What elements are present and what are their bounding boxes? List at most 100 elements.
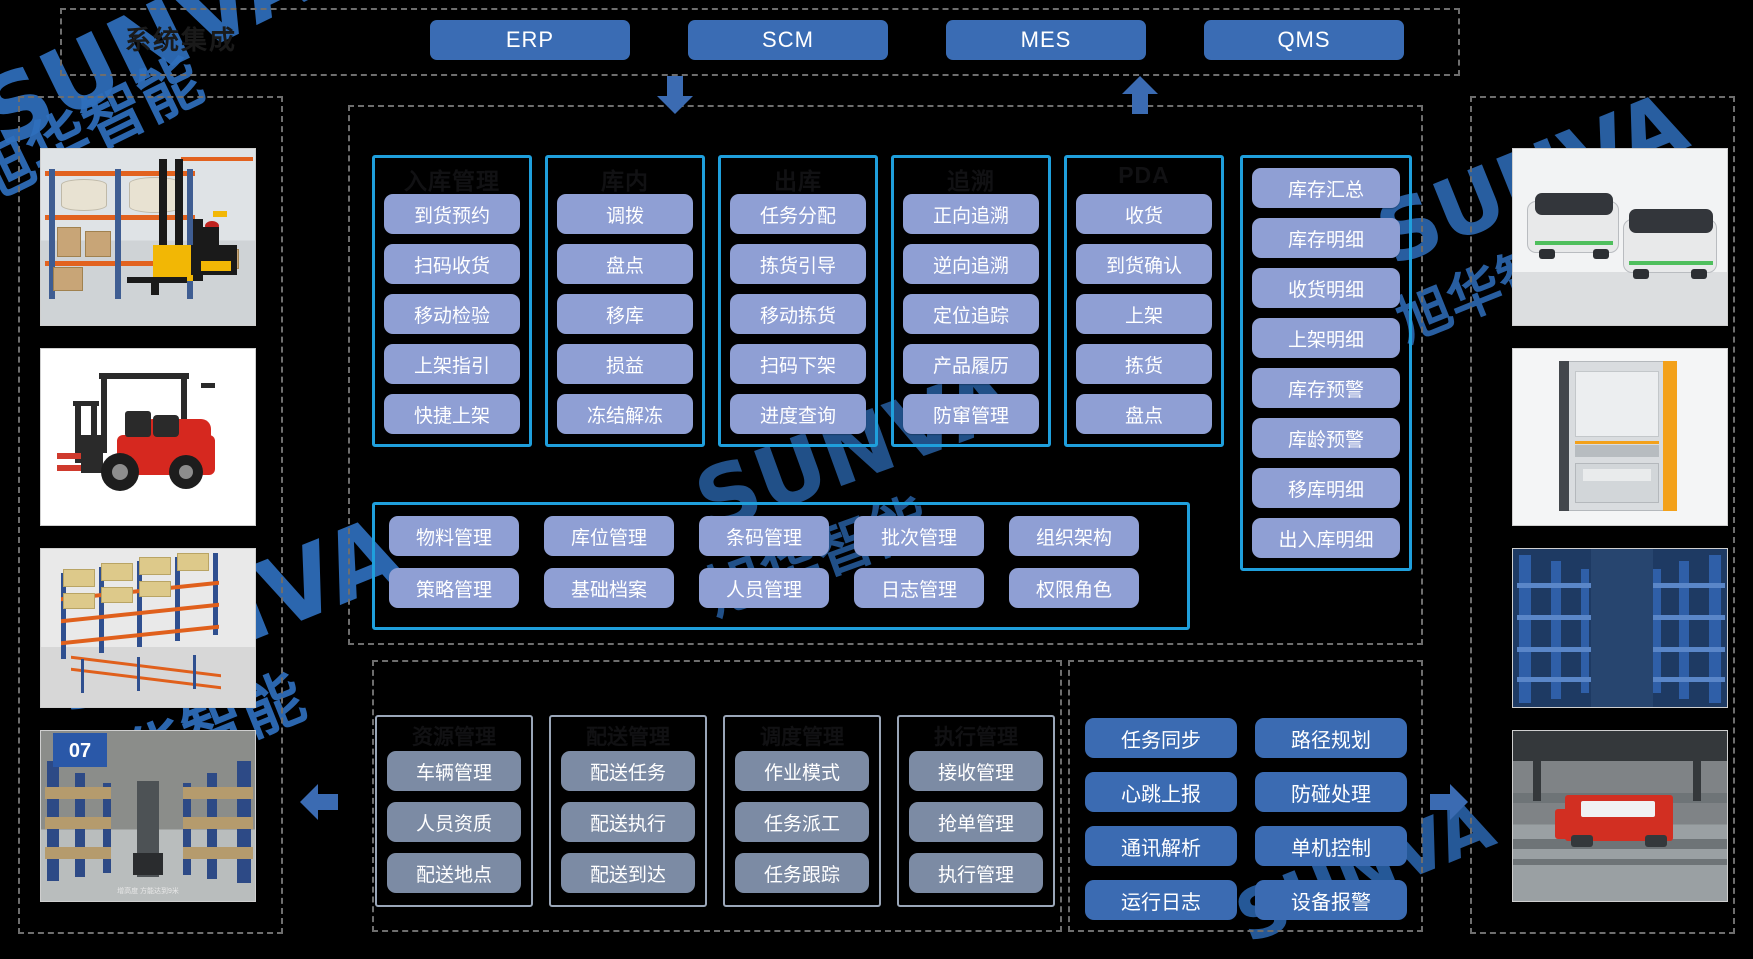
agv-button[interactable]: 设备报警 — [1255, 880, 1407, 920]
module-button[interactable]: 到货预约 — [384, 194, 520, 234]
module-button[interactable]: 拣货引导 — [730, 244, 866, 284]
report-button[interactable]: 上架明细 — [1252, 318, 1400, 358]
report-button[interactable]: 出入库明细 — [1252, 518, 1400, 558]
basic-button[interactable]: 组织架构 — [1009, 516, 1139, 556]
system-integration-container — [60, 8, 1460, 76]
module-button[interactable]: 产品履历 — [903, 344, 1039, 384]
module-button[interactable]: 盘点 — [557, 244, 693, 284]
wms-column-inbound: 入库管理 到货预约 扫码收货 移动检验 上架指引 快捷上架 — [372, 155, 532, 447]
tms-button[interactable]: 抢单管理 — [909, 802, 1043, 842]
module-button[interactable]: 扫码下架 — [730, 344, 866, 384]
basic-button[interactable]: 库位管理 — [544, 516, 674, 556]
agv-button[interactable]: 通讯解析 — [1085, 826, 1237, 866]
aisle-sign: 07 — [53, 733, 107, 767]
module-button[interactable]: 收货 — [1076, 194, 1212, 234]
column-title: PDA — [1118, 162, 1170, 188]
left-photo-container — [18, 96, 283, 934]
wms-column-reports: 库存汇总 库存明细 收货明细 上架明细 库存预警 库龄预警 移库明细 出入库明细 — [1240, 155, 1412, 571]
module-button[interactable]: 拣货 — [1076, 344, 1212, 384]
tms-button[interactable]: 人员资质 — [387, 802, 521, 842]
basic-button[interactable]: 人员管理 — [699, 568, 829, 608]
system-button-qms[interactable]: QMS — [1204, 20, 1404, 60]
module-button[interactable]: 定位追踪 — [903, 294, 1039, 334]
module-button[interactable]: 逆向追溯 — [903, 244, 1039, 284]
report-button[interactable]: 收货明细 — [1252, 268, 1400, 308]
wms-column-internal: 库内 调拨 盘点 移库 损益 冻结解冻 — [545, 155, 705, 447]
module-button[interactable]: 上架指引 — [384, 344, 520, 384]
agv-button[interactable]: 单机控制 — [1255, 826, 1407, 866]
tms-column-execution: 执行管理 接收管理 抢单管理 执行管理 — [897, 715, 1055, 907]
report-button[interactable]: 库存明细 — [1252, 218, 1400, 258]
tms-column-dispatch: 调度管理 作业模式 任务派工 任务跟踪 — [723, 715, 881, 907]
agv-button[interactable]: 防碰处理 — [1255, 772, 1407, 812]
wms-columns: 入库管理 到货预约 扫码收货 移动检验 上架指引 快捷上架 库内 调拨 盘点 移… — [372, 155, 1224, 447]
tms-columns: 资源管理 车辆管理 人员资质 配送地点 配送管理 配送任务 配送执行 配送到达 … — [375, 715, 1055, 907]
tms-button[interactable]: 接收管理 — [909, 751, 1043, 791]
module-button[interactable]: 冻结解冻 — [557, 394, 693, 434]
right-photo-container — [1470, 96, 1735, 934]
module-button[interactable]: 损益 — [557, 344, 693, 384]
tms-button[interactable]: 配送到达 — [561, 853, 695, 893]
module-button[interactable]: 移库 — [557, 294, 693, 334]
module-button[interactable]: 移动检验 — [384, 294, 520, 334]
basic-button[interactable]: 批次管理 — [854, 516, 984, 556]
tms-column-delivery: 配送管理 配送任务 配送执行 配送到达 — [549, 715, 707, 907]
basic-button[interactable]: 基础档案 — [544, 568, 674, 608]
module-button[interactable]: 到货确认 — [1076, 244, 1212, 284]
module-button[interactable]: 上架 — [1076, 294, 1212, 334]
photo-caption: 增高度 方能达到9米 — [117, 888, 179, 895]
agv-button[interactable]: 任务同步 — [1085, 718, 1237, 758]
module-button[interactable]: 进度查询 — [730, 394, 866, 434]
module-button[interactable]: 防窜管理 — [903, 394, 1039, 434]
basic-button[interactable]: 条码管理 — [699, 516, 829, 556]
warehouse-reach-truck-photo — [40, 148, 256, 326]
tms-button[interactable]: 任务派工 — [735, 802, 869, 842]
tms-column-resource: 资源管理 车辆管理 人员资质 配送地点 — [375, 715, 533, 907]
column-title: 追溯 — [947, 168, 995, 194]
report-button[interactable]: 库龄预警 — [1252, 418, 1400, 458]
module-button[interactable]: 调拨 — [557, 194, 693, 234]
basic-button[interactable]: 策略管理 — [389, 568, 519, 608]
arrow-left-icon — [300, 784, 338, 820]
module-button[interactable]: 扫码收货 — [384, 244, 520, 284]
tms-button[interactable]: 配送地点 — [387, 853, 521, 893]
tms-button[interactable]: 作业模式 — [735, 751, 869, 791]
wms-column-pda: PDA 收货 到货确认 上架 拣货 盘点 — [1064, 155, 1224, 447]
tms-button[interactable]: 任务跟踪 — [735, 853, 869, 893]
report-button[interactable]: 库存预警 — [1252, 368, 1400, 408]
module-button[interactable]: 任务分配 — [730, 194, 866, 234]
agv-button[interactable]: 运行日志 — [1085, 880, 1237, 920]
agv-button[interactable]: 路径规划 — [1255, 718, 1407, 758]
tms-button[interactable]: 执行管理 — [909, 853, 1043, 893]
column-title: 执行管理 — [934, 726, 1018, 749]
module-button[interactable]: 正向追溯 — [903, 194, 1039, 234]
red-forklift-photo — [40, 348, 256, 526]
tms-button[interactable]: 车辆管理 — [387, 751, 521, 791]
tms-container — [372, 660, 1062, 932]
arrow-right-icon — [1430, 784, 1468, 820]
module-button[interactable]: 快捷上架 — [384, 394, 520, 434]
agv-robots-photo — [1512, 148, 1728, 326]
system-button-erp[interactable]: ERP — [430, 20, 630, 60]
system-button-scm[interactable]: SCM — [688, 20, 888, 60]
column-title: 出库 — [774, 168, 822, 194]
blue-racking-aisle-photo — [1512, 548, 1728, 708]
tms-button[interactable]: 配送任务 — [561, 751, 695, 791]
agv-container — [1068, 660, 1423, 932]
tms-button[interactable]: 配送执行 — [561, 802, 695, 842]
basic-button[interactable]: 权限角色 — [1009, 568, 1139, 608]
basic-button[interactable]: 物料管理 — [389, 516, 519, 556]
vertical-lift-module-photo — [1512, 348, 1728, 526]
module-button[interactable]: 移动拣货 — [730, 294, 866, 334]
report-button[interactable]: 库存汇总 — [1252, 168, 1400, 208]
column-title: 资源管理 — [412, 726, 496, 749]
system-button-mes[interactable]: MES — [946, 20, 1146, 60]
report-button[interactable]: 移库明细 — [1252, 468, 1400, 508]
basic-button[interactable]: 日志管理 — [854, 568, 984, 608]
module-button[interactable]: 盘点 — [1076, 394, 1212, 434]
wms-column-outbound: 出库 任务分配 拣货引导 移动拣货 扫码下架 进度查询 — [718, 155, 878, 447]
warehouse-aisle-photo: 07 增高度 方能达到9米 — [40, 730, 256, 902]
column-title: 调度管理 — [760, 726, 844, 749]
agv-button[interactable]: 心跳上报 — [1085, 772, 1237, 812]
top-systems-row: ERP SCM MES QMS — [430, 20, 1420, 60]
